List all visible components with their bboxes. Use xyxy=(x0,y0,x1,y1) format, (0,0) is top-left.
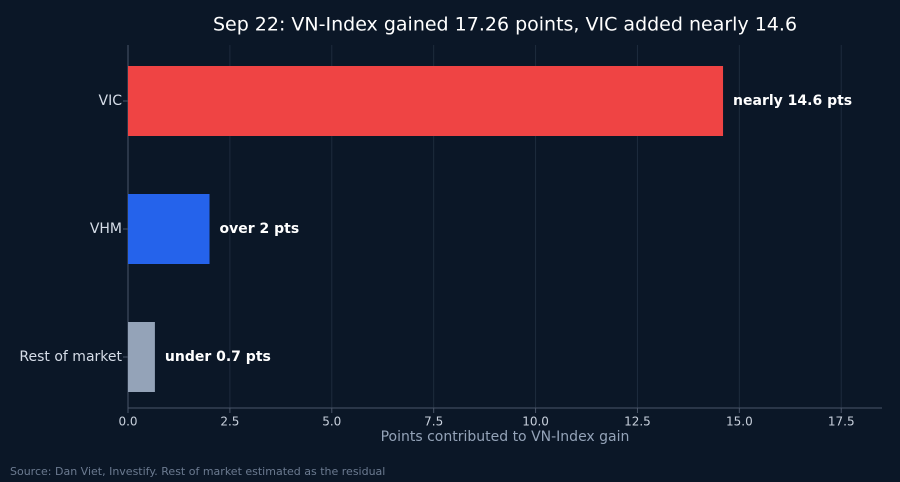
bar xyxy=(128,194,210,264)
value-label: over 2 pts xyxy=(220,221,300,237)
source-note: Source: Dan Viet, Investify. Rest of mar… xyxy=(10,465,385,478)
x-axis-title: Points contributed to VN-Index gain xyxy=(381,429,630,445)
x-tick-label: 2.5 xyxy=(220,415,239,429)
x-tick-label: 5.0 xyxy=(322,415,341,429)
y-tick-label: Rest of market xyxy=(19,349,122,365)
bar xyxy=(128,322,155,392)
chart-title: Sep 22: VN-Index gained 17.26 points, VI… xyxy=(213,14,797,36)
x-tick-label: 17.5 xyxy=(828,415,855,429)
value-label: under 0.7 pts xyxy=(165,349,271,365)
y-tick-label: VIC xyxy=(99,93,123,109)
x-tick-label: 15.0 xyxy=(726,415,753,429)
bar xyxy=(128,66,724,136)
x-tick-label: 12.5 xyxy=(624,415,651,429)
x-tick-label: 0.0 xyxy=(118,415,137,429)
value-label: nearly 14.6 pts xyxy=(733,93,852,109)
x-tick-label: 10.0 xyxy=(522,415,549,429)
x-tick-label: 7.5 xyxy=(424,415,443,429)
y-tick-label: VHM xyxy=(90,221,122,237)
